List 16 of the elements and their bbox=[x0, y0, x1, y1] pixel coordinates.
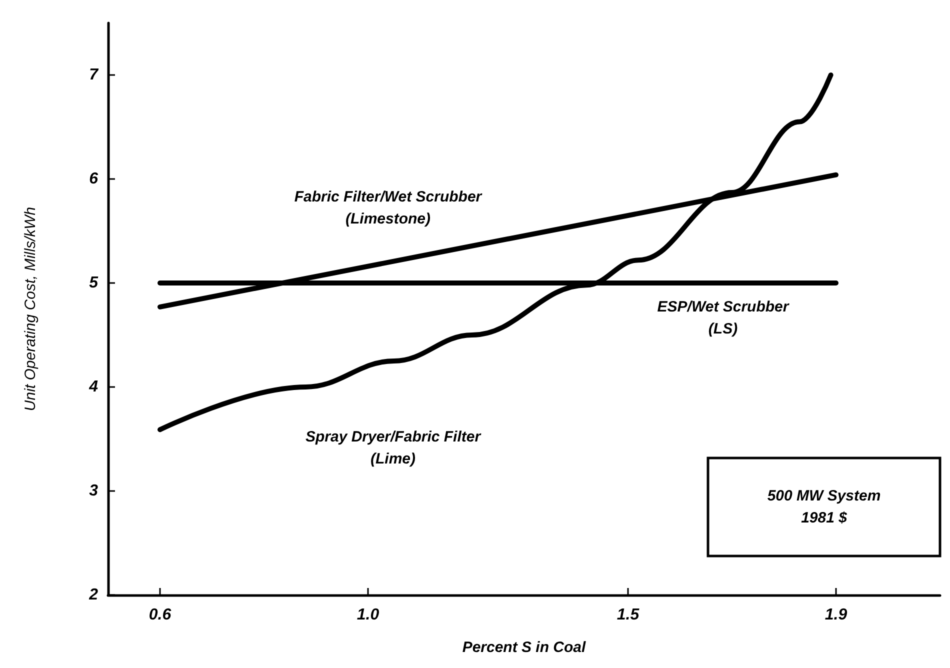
x-tick-label: 1.9 bbox=[824, 606, 848, 624]
y-tick-label: 3 bbox=[89, 482, 98, 500]
x-tick-label: 1.0 bbox=[356, 606, 380, 624]
x-axis-title: Percent S in Coal bbox=[462, 639, 587, 656]
series-label: Fabric Filter/Wet Scrubber (Limestone) bbox=[294, 188, 483, 228]
y-tick-label: 2 bbox=[88, 586, 98, 604]
y-tick-label: 7 bbox=[89, 66, 100, 84]
annotation: 500 MW System 1981 $ bbox=[767, 488, 881, 526]
text: Spray Dryer/Fabric Filter (Lime) bbox=[305, 428, 482, 468]
x-tick-label: 0.6 bbox=[148, 606, 172, 624]
y-tick-label: 4 bbox=[88, 378, 98, 396]
y-tick-label: 6 bbox=[89, 170, 98, 188]
y-tick-label: 5 bbox=[89, 274, 100, 292]
x-tick-label: 1.5 bbox=[616, 606, 640, 624]
series-label: ESP/Wet Scrubber (LS) bbox=[657, 298, 790, 338]
y-axis-title: Unit Operating Cost, Mills/kWh bbox=[22, 206, 39, 412]
